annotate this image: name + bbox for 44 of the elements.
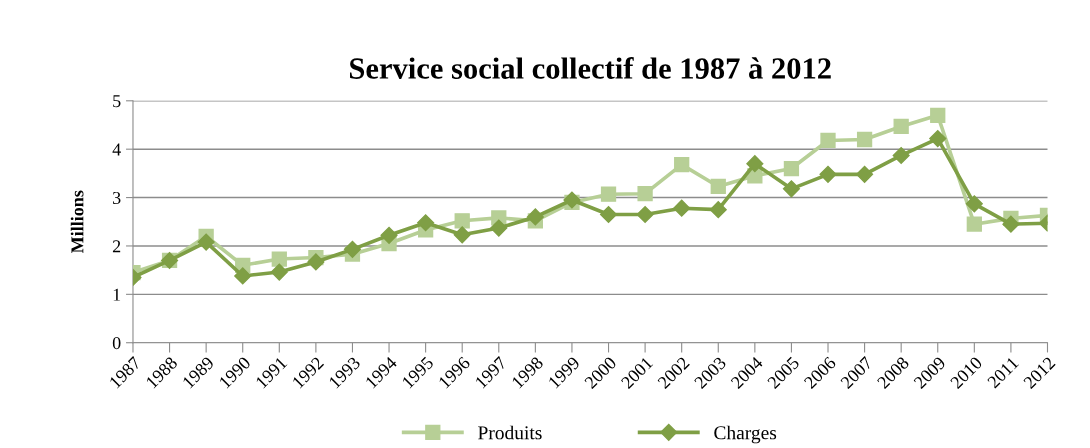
point bbox=[1002, 215, 1020, 233]
point bbox=[782, 180, 800, 198]
point bbox=[380, 226, 398, 244]
point bbox=[197, 233, 215, 251]
y-axis-title: Millions bbox=[70, 190, 84, 254]
point bbox=[783, 160, 800, 177]
point bbox=[600, 186, 617, 202]
point bbox=[271, 251, 287, 267]
y-tick-label: 2 bbox=[112, 240, 121, 253]
point bbox=[526, 208, 544, 226]
y-tick-label: 3 bbox=[113, 191, 121, 205]
point bbox=[490, 219, 508, 237]
point bbox=[599, 205, 618, 224]
y-tick-label: 5 bbox=[113, 95, 121, 108]
point bbox=[674, 157, 690, 173]
point bbox=[637, 186, 653, 202]
legend-label: Produits bbox=[478, 425, 542, 440]
point bbox=[453, 226, 471, 244]
point bbox=[636, 205, 654, 224]
legend-label: Charges bbox=[714, 425, 777, 444]
point bbox=[892, 146, 910, 165]
point bbox=[930, 107, 946, 123]
point bbox=[746, 155, 764, 173]
point bbox=[819, 165, 837, 183]
point bbox=[343, 240, 362, 258]
point bbox=[820, 132, 836, 149]
chart-title: Service social collectif de 1987 à 2012 bbox=[350, 57, 831, 79]
point bbox=[966, 216, 982, 232]
y-tick-label: 1 bbox=[113, 288, 121, 301]
point bbox=[856, 165, 874, 183]
point bbox=[270, 263, 288, 281]
point bbox=[856, 131, 873, 148]
point bbox=[893, 118, 909, 135]
point bbox=[417, 214, 435, 232]
point bbox=[673, 199, 691, 217]
point bbox=[709, 201, 727, 219]
y-tick-label: 4 bbox=[112, 143, 121, 156]
point bbox=[234, 267, 252, 285]
point bbox=[929, 129, 947, 148]
y-tick-label: 0 bbox=[112, 336, 121, 350]
point bbox=[307, 253, 325, 271]
point bbox=[454, 213, 470, 229]
point bbox=[965, 195, 983, 213]
point bbox=[710, 178, 726, 195]
